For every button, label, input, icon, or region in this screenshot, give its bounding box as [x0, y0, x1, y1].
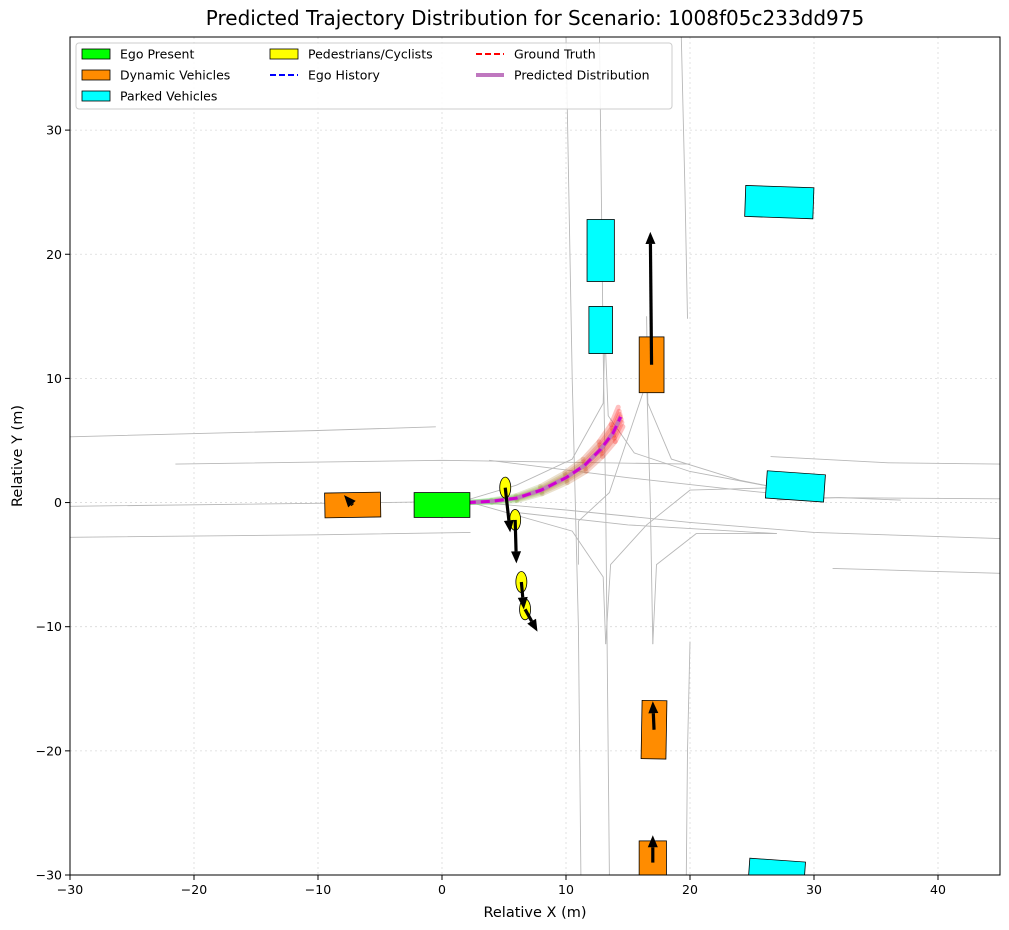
predicted-sample-segment: [582, 450, 605, 472]
dynamic-vehicle-arrow-head: [344, 495, 356, 508]
predicted-sample-segment: [581, 442, 603, 465]
predicted-sample-segment: [538, 472, 568, 491]
legend-label: Dynamic Vehicles: [120, 68, 230, 83]
legend-label: Ego History: [308, 68, 381, 83]
parked-vehicle: [764, 470, 826, 503]
legend-label: Pedestrians/Cyclists: [308, 47, 433, 62]
y-tick-label: −20: [36, 743, 62, 758]
dynamic-vehicle-arrow-head: [648, 701, 659, 714]
pedestrian-arrow-shaft: [523, 608, 534, 622]
predicted-sample-segment: [597, 425, 615, 448]
lane-line: [565, 37, 582, 875]
lane-line: [466, 500, 1000, 540]
dynamic-vehicle-arrow-head: [645, 231, 656, 244]
x-tick-label: −20: [181, 882, 207, 897]
lane-line: [599, 37, 610, 875]
predicted-sample-segment: [609, 408, 622, 431]
legend-swatch: [81, 90, 111, 102]
y-tick-label: 10: [46, 371, 62, 386]
lane-line: [489, 459, 1000, 500]
pedestrian-arrow-head: [517, 596, 528, 610]
legend-label: Predicted Distribution: [514, 68, 650, 83]
x-tick-label: 10: [558, 882, 574, 897]
predicted-sample-segment: [539, 478, 570, 495]
x-tick-label: 40: [930, 882, 946, 897]
legend-box: [75, 42, 673, 110]
predicted-sample-segment: [564, 466, 588, 484]
predicted-sample-segment: [564, 468, 589, 486]
legend-label: Ego Present: [120, 47, 194, 62]
predicted-sample-segment: [611, 420, 625, 441]
legend-label: Ground Truth: [514, 47, 596, 62]
lane-line: [605, 487, 777, 645]
dynamic-vehicle-arrow-shaft: [651, 713, 656, 730]
y-tick-label: −30: [36, 868, 62, 883]
parked-vehicle: [747, 857, 806, 875]
pedestrian-arrow-head: [511, 551, 522, 564]
x-tick-label: 20: [682, 882, 698, 897]
predicted-sample-segment: [580, 439, 602, 462]
predicted-sample-segment: [599, 439, 618, 459]
legend: Ego Present Dynamic Vehicles Parked Vehicl…: [75, 42, 673, 110]
axis-ticks: −30 −20 −10 0 10 20 30 40 −30 −20 −10 0 10 20 30: [36, 123, 946, 897]
chart-title: Predicted Trajectory Distribution for Sc…: [206, 6, 864, 30]
x-tick-label: −10: [305, 882, 331, 897]
lane-line: [646, 378, 654, 645]
ego-vehicle: [413, 492, 471, 518]
plot-area: [70, 37, 1000, 875]
legend-swatch: [81, 48, 111, 60]
predicted-sample-segment: [562, 456, 586, 476]
predicted-sample-segment: [583, 453, 605, 474]
y-tick-label: −10: [36, 619, 62, 634]
parked-vehicle: [586, 219, 615, 282]
y-tick-label: 0: [54, 495, 62, 510]
lane-line: [652, 533, 777, 645]
y-tick-label: 20: [46, 247, 62, 262]
x-tick-label: 0: [438, 882, 446, 897]
lane-line: [175, 459, 691, 465]
x-tick-label: 30: [806, 882, 822, 897]
pedestrian-arrow-shaft: [519, 581, 525, 598]
lane-line: [770, 456, 1000, 465]
y-axis-label: Relative Y (m): [10, 405, 26, 507]
legend-swatch: [81, 69, 111, 81]
lane-line: [680, 37, 688, 319]
lane-line: [685, 641, 691, 875]
parked-vehicle: [744, 184, 815, 220]
pedestrian-arrow-head: [503, 519, 514, 533]
ground-truth-line: [466, 416, 622, 505]
pedestrian-arrow-shaft: [503, 487, 511, 521]
pedestrian-arrow-head: [527, 618, 538, 632]
predicted-sample-segment: [608, 404, 621, 428]
lane-line: [832, 567, 1000, 574]
lane-line: [70, 426, 436, 438]
predicted-sample-segment: [596, 422, 614, 445]
x-tick-label: −30: [57, 882, 83, 897]
lane-line: [577, 378, 649, 565]
predicted-sample-segment: [513, 484, 543, 499]
parked-vehicle: [588, 306, 613, 354]
y-tick-label: 30: [46, 123, 62, 138]
dynamic-vehicle-arrow-head: [647, 835, 658, 848]
legend-swatch: [269, 48, 299, 60]
lane-line: [605, 352, 777, 489]
dynamic-vehicle-arrow-shaft: [648, 243, 654, 365]
dynamic-vehicle-arrow-shaft: [350, 503, 354, 507]
x-axis-label: Relative X (m): [483, 905, 586, 921]
predicted-sample-segment: [562, 459, 587, 478]
pedestrian-arrow-shaft: [513, 519, 518, 552]
lane-line: [516, 512, 777, 535]
predicted-sample-segment: [537, 470, 568, 490]
legend-label: Parked Vehicles: [120, 89, 217, 104]
predicted-sample-segment: [539, 480, 570, 497]
predicted-sample-segment: [612, 424, 626, 445]
predicted-sample-segment: [514, 491, 545, 504]
plot-frame: [69, 36, 1001, 876]
predicted-sample-segment: [599, 435, 617, 456]
lane-line: [70, 531, 471, 538]
